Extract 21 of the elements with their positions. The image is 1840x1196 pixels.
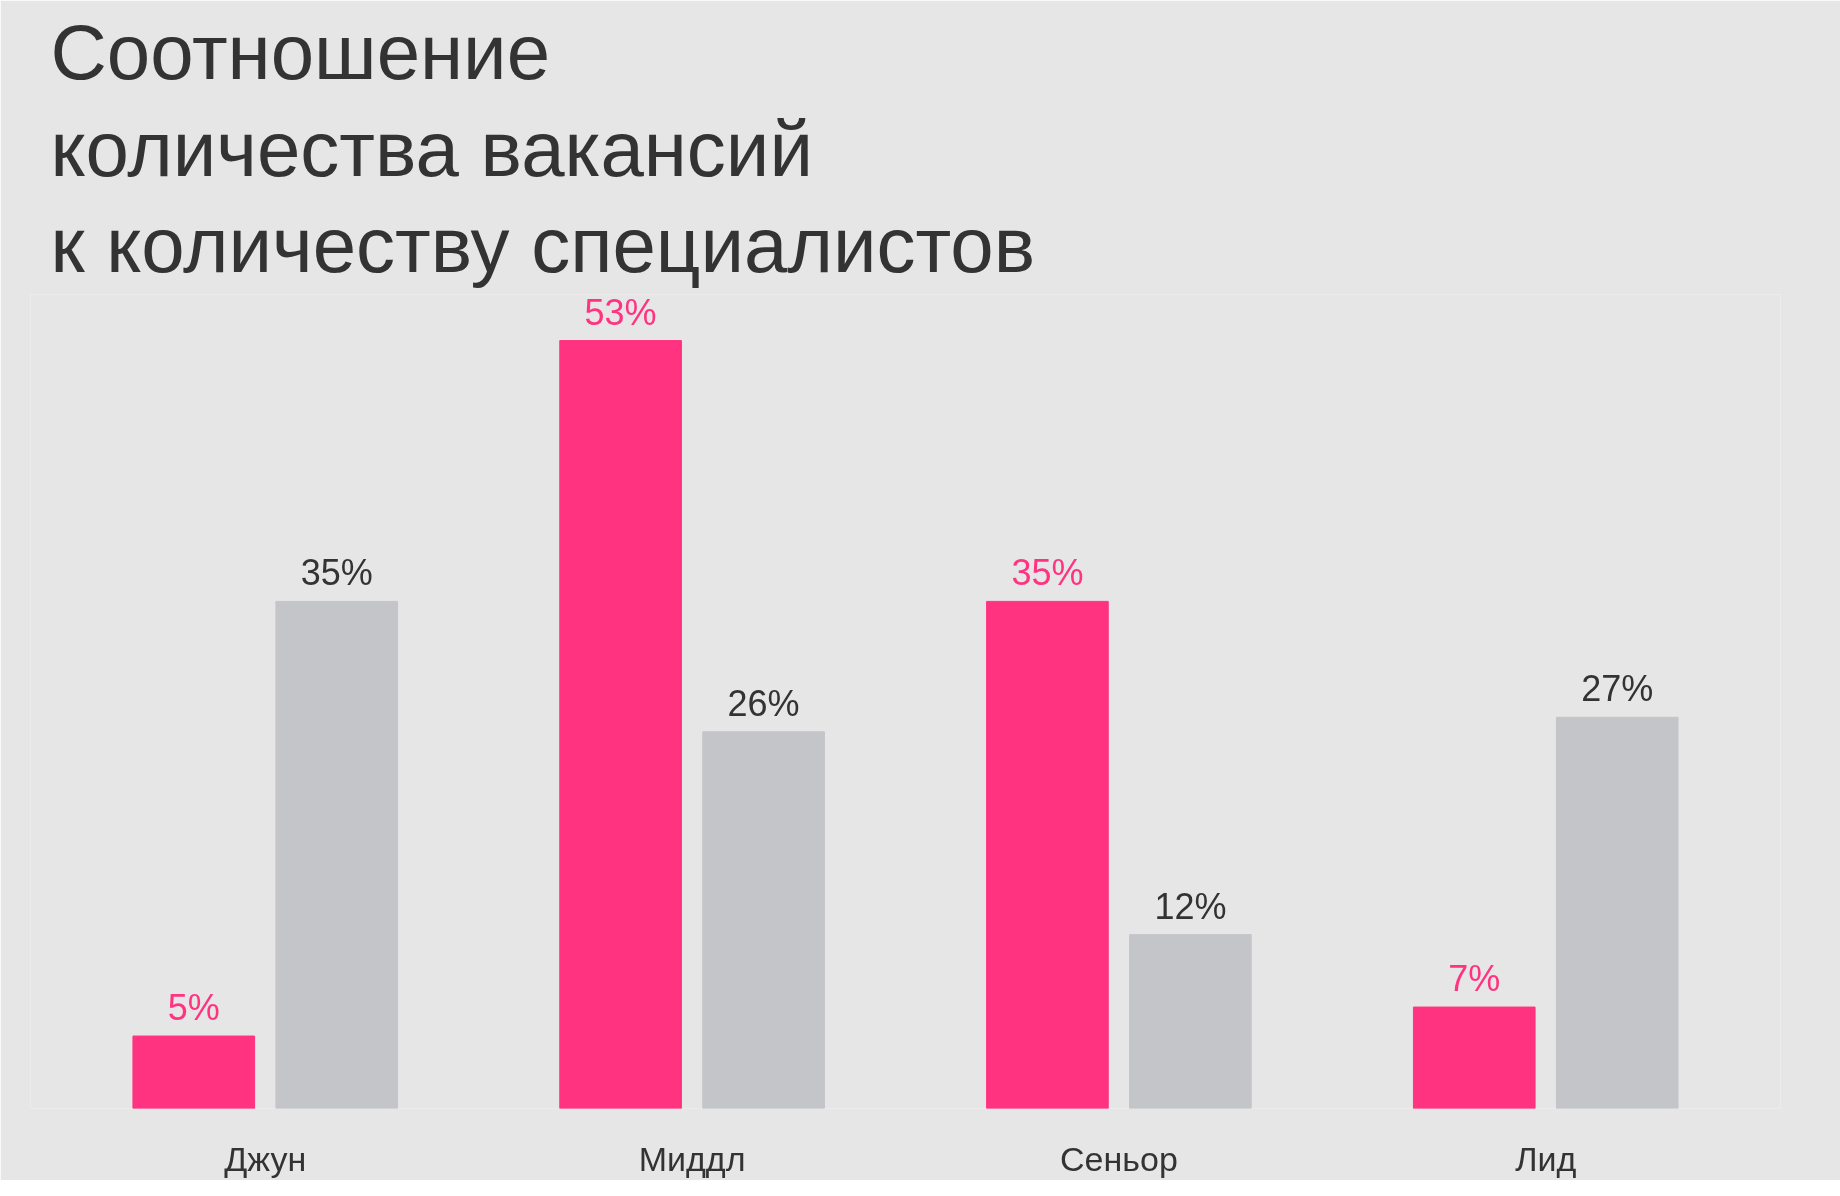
bar [702, 731, 825, 1109]
bar [275, 600, 399, 1109]
data-label: 12% [1154, 885, 1227, 927]
data-label: 35% [300, 552, 373, 594]
x-tick-label: Сеньор [1060, 1139, 1178, 1178]
data-label: 26% [727, 682, 800, 724]
x-tick-label: Лид [1515, 1139, 1577, 1178]
data-label: 35% [1011, 552, 1084, 594]
x-tick-label: Джун [224, 1139, 307, 1178]
bar [986, 600, 1109, 1109]
bar [559, 340, 682, 1109]
bar [1555, 716, 1679, 1109]
bar [1129, 934, 1252, 1109]
data-label: 7% [1448, 958, 1501, 1000]
data-label: 5% [167, 987, 220, 1029]
x-tick-label: Миддл [638, 1139, 746, 1178]
chart-title: Соотношение количества вакансий к количеству специалистов [50, 7, 1036, 290]
data-label: 53% [584, 291, 657, 333]
bar [132, 1035, 256, 1109]
bar [1412, 1006, 1536, 1109]
data-label: 27% [1581, 668, 1654, 710]
